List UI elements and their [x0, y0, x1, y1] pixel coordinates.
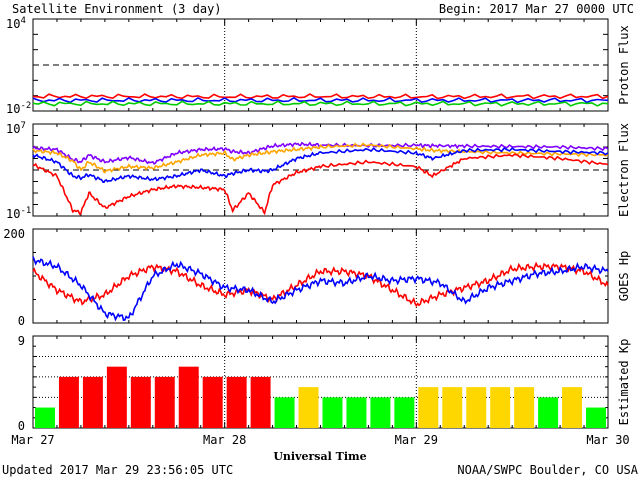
goes-hp-series-1 — [32, 261, 609, 308]
kp-bar — [514, 387, 535, 428]
kp-bar — [298, 387, 319, 428]
kp-bar — [106, 366, 127, 428]
kp-bar — [370, 397, 391, 428]
kp-bar — [346, 397, 367, 428]
kp-bar — [322, 397, 343, 428]
credit-label: NOAA/SWPC Boulder, CO USA — [457, 463, 638, 477]
begin-label: Begin: 2017 Mar 27 0000 UTC — [439, 2, 634, 16]
x-tick-label: Mar 27 — [11, 433, 54, 447]
kp-y-label: Estimated Kp — [617, 339, 631, 426]
kp-bar — [394, 397, 415, 428]
electron-y-tick-label: 10-1 — [6, 206, 31, 221]
kp-bar — [490, 387, 511, 428]
proton-y-tick-exponent: -2 — [20, 101, 31, 111]
kp-bar — [130, 376, 151, 428]
kp-bar — [442, 387, 463, 428]
kp-bar — [466, 387, 487, 428]
kp-bar — [202, 376, 223, 428]
kp-bar — [35, 407, 55, 428]
electron-y-tick-exponent: -1 — [20, 206, 31, 216]
kp-bar — [274, 397, 295, 428]
electron-series-2 — [32, 142, 609, 174]
electron-y-label: Electron Flux — [617, 123, 631, 217]
x-axis-label: Universal Time — [273, 450, 366, 463]
electron-series-3 — [32, 147, 609, 183]
kp-bar — [418, 387, 439, 428]
proton-y-tick-label: 10-2 — [6, 101, 31, 116]
goes-hp-series-2 — [32, 256, 609, 322]
kp-bar — [226, 376, 247, 428]
kp-bar — [538, 397, 559, 428]
goes-hp-y-tick-label: 0 — [18, 314, 25, 328]
kp-y-tick-label: 9 — [18, 334, 25, 348]
proton-y-label: Proton Flux — [617, 25, 631, 104]
kp-bar — [154, 376, 175, 428]
x-tick-label: Mar 28 — [203, 433, 246, 447]
goes-hp-frame — [32, 228, 609, 324]
proton-y-tick-label: 104 — [6, 16, 26, 31]
figure-title: Satellite Environment (3 day) — [12, 2, 222, 16]
x-tick-label: Mar 29 — [395, 433, 438, 447]
electron-series-4 — [32, 153, 609, 216]
goes-hp-y-label: GOES Hp — [617, 251, 631, 302]
electron-series-1 — [32, 141, 609, 165]
goes-hp-y-tick-label: 200 — [3, 227, 25, 241]
x-tick-label: Mar 30 — [586, 433, 629, 447]
kp-frame — [32, 335, 609, 429]
electron-y-tick-label: 107 — [6, 121, 26, 136]
updated-label: Updated 2017 Mar 29 23:56:05 UTC — [2, 463, 233, 477]
kp-bar — [58, 376, 79, 428]
kp-bar — [82, 376, 103, 428]
proton-y-tick-exponent: 4 — [20, 16, 25, 26]
proton-series-3 — [32, 100, 609, 107]
proton-series-1 — [32, 93, 609, 100]
kp-bar — [586, 407, 606, 428]
proton-series-2 — [32, 96, 609, 104]
electron-y-tick-exponent: 7 — [20, 121, 25, 131]
kp-y-tick-label: 0 — [18, 419, 25, 433]
kp-bar — [562, 387, 583, 428]
kp-bar — [178, 366, 199, 428]
kp-bar — [250, 376, 271, 428]
